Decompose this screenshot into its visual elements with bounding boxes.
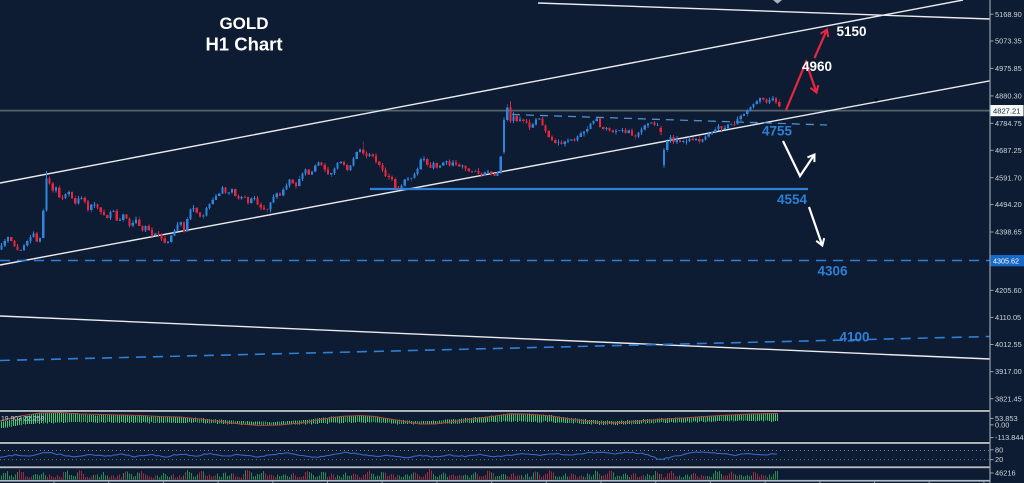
svg-text:4827.21: 4827.21 [993, 107, 1020, 116]
svg-text:4960: 4960 [802, 59, 832, 74]
svg-text:4305.62: 4305.62 [993, 257, 1019, 266]
svg-text:4398.65: 4398.65 [995, 228, 1022, 237]
svg-text:5150: 5150 [836, 24, 866, 39]
svg-text:4554: 4554 [777, 192, 808, 207]
svg-text:4110.05: 4110.05 [995, 313, 1021, 322]
svg-text:19.903 22.259: 19.903 22.259 [1, 416, 45, 423]
svg-text:0.00: 0.00 [995, 420, 1009, 429]
svg-text:4205.60: 4205.60 [995, 286, 1022, 295]
svg-text:4755: 4755 [762, 124, 793, 139]
svg-text:5168.90: 5168.90 [995, 10, 1022, 19]
svg-text:4591.70: 4591.70 [995, 173, 1022, 182]
svg-text:46216: 46216 [995, 469, 1016, 478]
svg-text:20: 20 [995, 455, 1003, 464]
svg-text:4975.85: 4975.85 [995, 64, 1022, 73]
svg-text:4687.25: 4687.25 [995, 146, 1022, 155]
svg-text:4784.75: 4784.75 [995, 119, 1022, 128]
svg-text:4100: 4100 [839, 330, 869, 345]
svg-text:3821.45: 3821.45 [995, 394, 1022, 403]
svg-text:-113.844: -113.844 [995, 433, 1024, 442]
svg-text:H1 Chart: H1 Chart [205, 33, 282, 54]
svg-text:3917.00: 3917.00 [995, 367, 1022, 376]
svg-text:GOLD: GOLD [219, 14, 268, 33]
svg-text:53.853: 53.853 [995, 414, 1018, 423]
svg-text:4494.20: 4494.20 [995, 200, 1022, 209]
svg-text:4880.30: 4880.30 [995, 92, 1022, 101]
svg-text:5073.35: 5073.35 [995, 37, 1022, 46]
svg-text:4306: 4306 [817, 264, 848, 279]
svg-text:4012.55: 4012.55 [995, 340, 1022, 349]
svg-text:80: 80 [995, 445, 1003, 454]
